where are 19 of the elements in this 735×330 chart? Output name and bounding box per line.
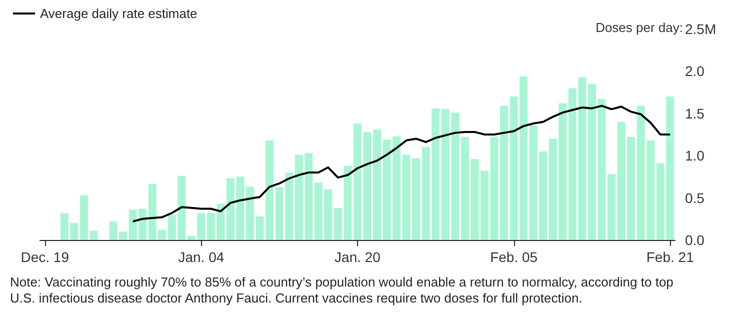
- x-tick-label: Jan. 04: [178, 249, 224, 265]
- y-tick-label: 2.0: [685, 63, 705, 80]
- text: Note: Vaccinating roughly 70% to 85% of a country’s population would enable a return to normalcy, according to top U.S. infectious disease doctor Anthony Fauci. Current vaccines require two doses for full protection.: [10, 274, 678, 306]
- bar: [480, 170, 488, 240]
- bar: [354, 124, 362, 240]
- y-tick-label: 2.5M: [685, 21, 716, 37]
- x-tick-label: Dec. 19: [20, 249, 70, 265]
- bar: [608, 174, 616, 240]
- y-tick-label: 0.5: [685, 190, 705, 206]
- x-tick-label: Feb. 05: [490, 249, 538, 265]
- y-tick-label: 0.0: [685, 232, 705, 248]
- legend-label: Average daily rate estimate: [40, 6, 198, 21]
- y-tick-label: 1.5: [685, 105, 705, 122]
- bar: [226, 178, 234, 240]
- x-tick-label: Jan. 20: [334, 249, 381, 265]
- y-tick-label: 1.0: [685, 148, 705, 164]
- y-axis-title: Doses per day:: [596, 20, 684, 35]
- line-series: [132, 104, 672, 222]
- x-tick-label: Feb. 21: [646, 249, 694, 265]
